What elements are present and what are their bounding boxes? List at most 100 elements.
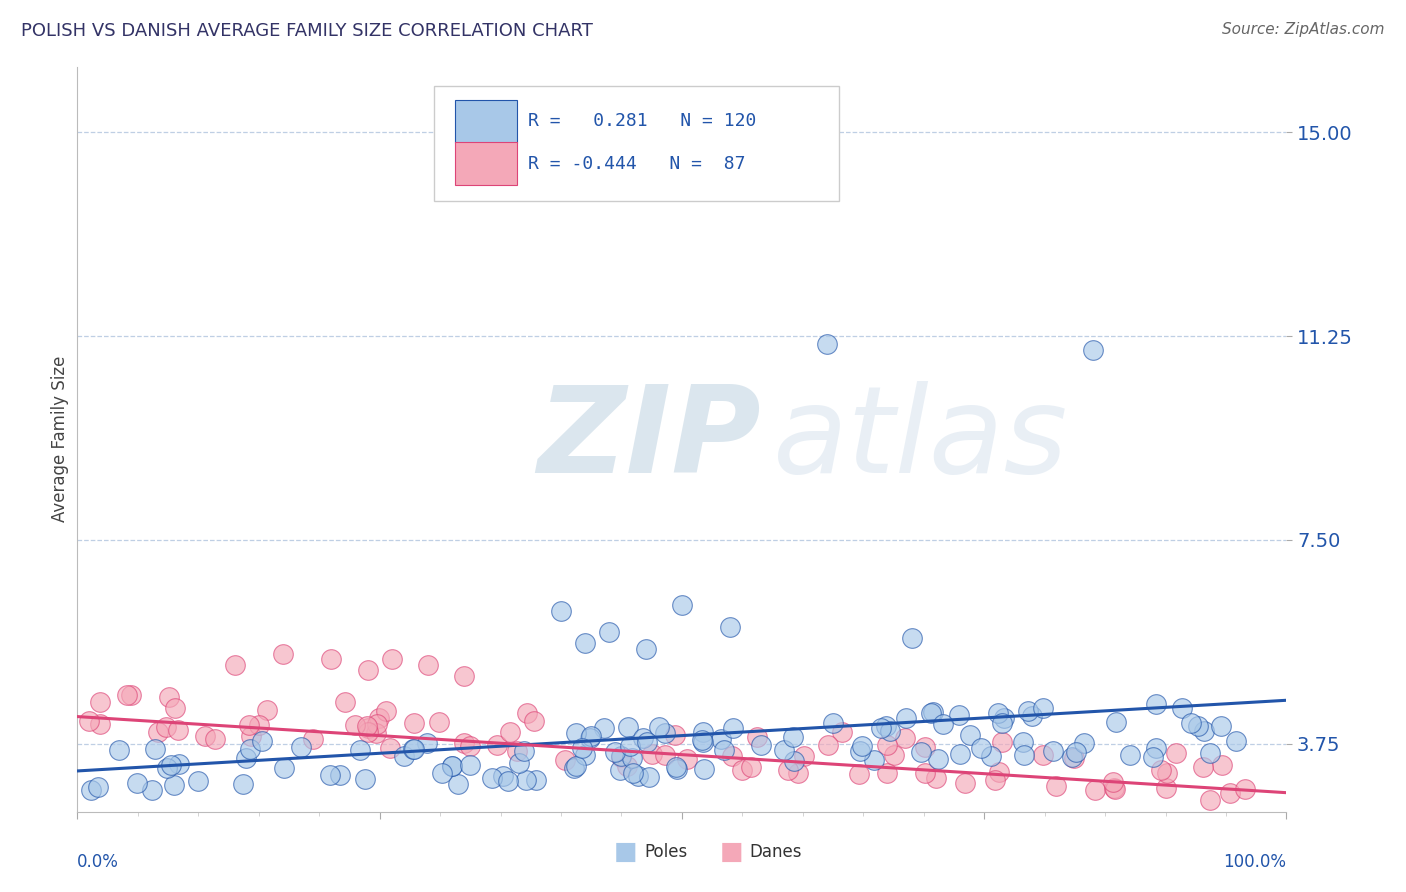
Point (1012, 747, 1035, 762)
Point (1032, 701, 1054, 715)
Point (565, 726, 588, 740)
Text: ZIP: ZIP (537, 381, 761, 498)
Text: 100.0%: 100.0% (1223, 853, 1286, 871)
Point (366, 725, 388, 739)
Point (496, 774, 519, 789)
Point (508, 756, 530, 771)
Point (579, 729, 602, 743)
Point (1192, 724, 1215, 739)
Point (458, 757, 481, 772)
Point (621, 751, 644, 765)
Point (609, 748, 631, 763)
Point (925, 771, 948, 785)
Point (321, 652, 343, 666)
Point (876, 739, 898, 753)
Point (948, 707, 970, 722)
Point (574, 636, 596, 650)
Point (1164, 746, 1187, 760)
Point (610, 750, 633, 764)
Point (1073, 736, 1095, 750)
Point (562, 761, 585, 775)
Point (375, 704, 398, 718)
Point (357, 725, 380, 739)
Point (349, 743, 371, 757)
Point (565, 758, 588, 772)
Point (1199, 793, 1222, 807)
Point (1142, 749, 1164, 764)
Point (894, 711, 917, 725)
Point (900, 631, 922, 645)
Point (914, 740, 936, 755)
Point (773, 742, 796, 756)
FancyBboxPatch shape (454, 142, 517, 186)
Point (429, 715, 451, 730)
Point (870, 721, 893, 735)
Point (627, 769, 650, 783)
Point (664, 728, 686, 742)
Point (143, 742, 166, 756)
Point (990, 735, 1012, 749)
Point (402, 742, 425, 756)
Point (107, 743, 129, 757)
Text: R =   0.281   N = 120: R = 0.281 N = 120 (529, 112, 756, 130)
Point (115, 688, 138, 702)
Point (1045, 779, 1067, 793)
Point (1012, 735, 1035, 749)
Point (953, 776, 976, 790)
Point (1104, 782, 1126, 797)
Point (1156, 765, 1178, 780)
Point (394, 749, 416, 764)
Point (513, 744, 536, 758)
Point (486, 738, 509, 752)
Point (1225, 734, 1247, 748)
Point (120, 688, 142, 702)
Point (368, 711, 391, 725)
Point (984, 773, 1007, 788)
Point (416, 657, 439, 672)
Point (256, 703, 278, 717)
Point (523, 714, 546, 728)
Point (1084, 783, 1107, 797)
Point (876, 765, 898, 780)
Point (80, 783, 103, 797)
Point (1021, 708, 1043, 723)
Point (87, 780, 110, 794)
Point (163, 778, 186, 792)
Point (598, 625, 620, 640)
Point (1063, 751, 1085, 765)
Point (187, 774, 209, 789)
Point (453, 736, 475, 750)
Point (693, 762, 716, 776)
Point (745, 730, 768, 744)
Point (318, 768, 340, 782)
Text: atlas: atlas (773, 381, 1069, 498)
Point (356, 719, 378, 733)
Point (634, 641, 657, 656)
Point (740, 760, 762, 774)
Point (146, 725, 169, 739)
Text: Danes: Danes (749, 843, 801, 861)
Point (167, 756, 190, 771)
Point (713, 742, 735, 756)
Point (616, 758, 638, 772)
Point (654, 726, 676, 740)
Point (481, 771, 503, 785)
Point (648, 720, 671, 734)
Point (344, 718, 367, 732)
Point (354, 772, 377, 787)
Point (499, 725, 522, 739)
Point (749, 738, 772, 752)
Text: 0.0%: 0.0% (77, 853, 120, 871)
Point (159, 757, 181, 772)
Point (823, 716, 845, 731)
Point (571, 741, 593, 756)
Point (157, 690, 180, 705)
Point (1211, 758, 1233, 772)
Point (271, 647, 294, 661)
Point (155, 720, 177, 734)
Point (578, 731, 600, 746)
Point (381, 652, 404, 666)
Point (721, 748, 744, 763)
Point (1149, 763, 1171, 777)
Point (1233, 781, 1256, 796)
